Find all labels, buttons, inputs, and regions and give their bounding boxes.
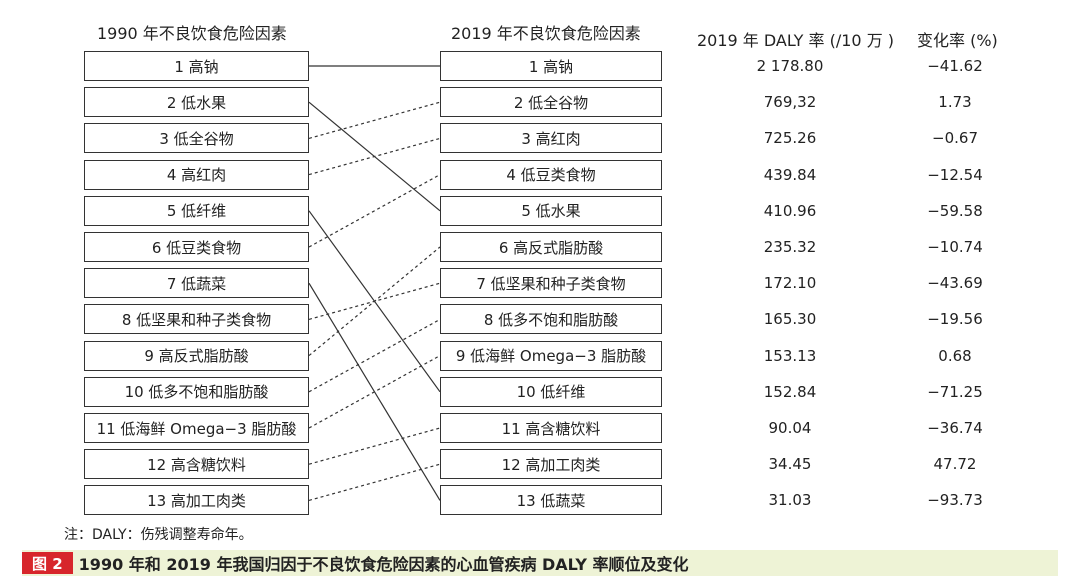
change-value: −36.74 xyxy=(927,419,983,437)
change-value: −71.25 xyxy=(927,382,983,401)
daly-value: 410.96 xyxy=(763,201,817,220)
change-value: −10.74 xyxy=(927,238,983,256)
right-risk-factor-box: 13 低蔬菜 xyxy=(440,485,662,516)
change-value: 1.73 xyxy=(938,93,972,112)
daly-value: 235.32 xyxy=(763,238,817,256)
daly-value: 34.45 xyxy=(768,455,812,474)
change-value: −0.67 xyxy=(932,129,978,148)
left-risk-factor-box: 6 低豆类食物 xyxy=(84,232,309,262)
change-value: −19.56 xyxy=(927,310,983,329)
left-risk-factor-box: 10 低多不饱和脂肪酸 xyxy=(84,376,309,407)
left-risk-factor-box: 2 低水果 xyxy=(84,87,309,118)
left-risk-factor-box: 8 低坚果和种子类食物 xyxy=(84,304,309,335)
left-risk-factor-box: 4 高红肉 xyxy=(84,159,309,190)
daly-value: 725.26 xyxy=(763,129,817,148)
right-risk-factor-box: 9 低海鲜 Omega−3 脂肪酸 xyxy=(440,340,662,371)
daly-value: 769,32 xyxy=(763,93,817,112)
link-line-3-to-2 xyxy=(308,101,441,139)
left-risk-factor-box: 9 高反式脂肪酸 xyxy=(84,340,309,371)
left-risk-factor-box: 3 低全谷物 xyxy=(84,123,309,154)
change-value: −43.69 xyxy=(927,274,983,293)
link-line-13-to-12 xyxy=(308,463,441,501)
link-line-10-to-8 xyxy=(308,318,441,393)
link-line-11-to-9 xyxy=(308,355,441,429)
link-line-4-to-3 xyxy=(308,137,441,176)
left-risk-factor-box: 1 高钠 xyxy=(84,51,309,81)
right-risk-factor-box: 1 高钠 xyxy=(440,51,662,81)
change-value: −41.62 xyxy=(927,57,983,75)
figure-caption-text: 1990 年和 2019 年我国归因于不良饮食危险因素的心血管疾病 DALY 率… xyxy=(78,555,689,574)
right-risk-factor-box: 2 低全谷物 xyxy=(440,87,662,118)
daly-value: 172.10 xyxy=(763,274,817,293)
figure-tag: 图 2 xyxy=(22,552,73,574)
figure-caption: 图 2 1990 年和 2019 年我国归因于不良饮食危险因素的心血管疾病 DA… xyxy=(22,550,1058,576)
change-value: 47.72 xyxy=(933,455,977,474)
daly-value: 439.84 xyxy=(763,165,817,184)
link-line-12-to-11 xyxy=(308,427,441,465)
daly-value: 152.84 xyxy=(763,382,817,401)
right-risk-factor-box: 7 低坚果和种子类食物 xyxy=(440,268,662,299)
left-risk-factor-box: 13 高加工肉类 xyxy=(84,485,309,516)
right-risk-factor-box: 5 低水果 xyxy=(440,195,662,226)
daly-value: 90.04 xyxy=(768,419,812,437)
left-column-header: 1990 年不良饮食危险因素 xyxy=(97,24,287,43)
change-value: 0.68 xyxy=(938,346,972,365)
right-risk-factor-box: 10 低纤维 xyxy=(440,376,662,407)
left-risk-factor-box: 7 低蔬菜 xyxy=(84,268,309,299)
right-risk-factor-box: 4 低豆类食物 xyxy=(440,159,662,190)
change-value: −93.73 xyxy=(927,491,983,510)
daly-column-header: 2019 年 DALY 率 (/10 万 ) xyxy=(697,31,895,50)
link-line-6-to-4 xyxy=(308,174,441,248)
daly-value: 165.30 xyxy=(763,310,817,329)
change-value: −12.54 xyxy=(927,165,983,184)
right-risk-factor-box: 12 高加工肉类 xyxy=(440,449,662,480)
right-column-header: 2019 年不良饮食危险因素 xyxy=(451,24,641,43)
right-risk-factor-box: 6 高反式脂肪酸 xyxy=(440,232,662,262)
link-line-9-to-6 xyxy=(308,246,441,357)
daly-value: 31.03 xyxy=(768,491,812,510)
left-risk-factor-box: 11 低海鲜 Omega−3 脂肪酸 xyxy=(84,413,309,443)
daly-value: 153.13 xyxy=(763,346,817,365)
left-risk-factor-box: 12 高含糖饮料 xyxy=(84,449,309,480)
change-value: −59.58 xyxy=(927,201,983,220)
footnote: 注：DALY：伤残调整寿命年。 xyxy=(64,527,253,543)
left-risk-factor-box: 5 低纤维 xyxy=(84,195,309,226)
right-risk-factor-box: 3 高红肉 xyxy=(440,123,662,154)
change-column-header: 变化率 (%) xyxy=(917,31,998,50)
daly-value: 2 178.80 xyxy=(756,57,824,75)
right-risk-factor-box: 11 高含糖饮料 xyxy=(440,413,662,443)
right-risk-factor-box: 8 低多不饱和脂肪酸 xyxy=(440,304,662,335)
